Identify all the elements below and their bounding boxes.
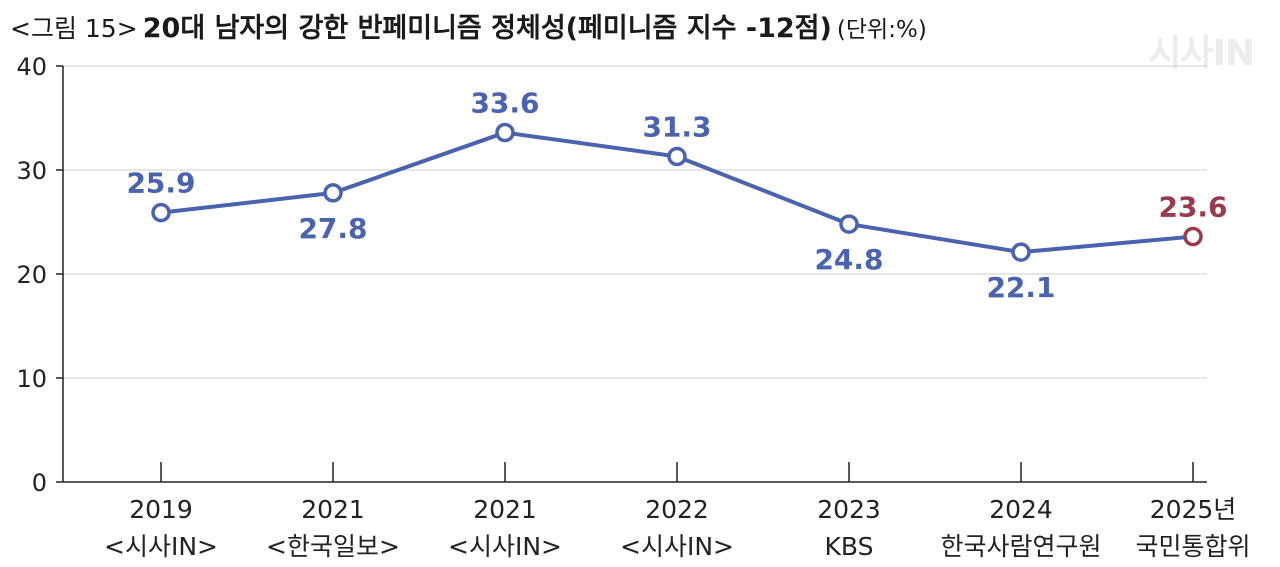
data-point xyxy=(323,183,343,203)
x-source-label: <시사IN> xyxy=(104,532,218,561)
x-tick-label: 2025년 xyxy=(1150,495,1237,524)
data-label: 25.9 xyxy=(126,167,195,200)
x-tick-label: 2024 xyxy=(989,495,1053,524)
series-line-segment xyxy=(331,130,507,195)
x-source-label: <시사IN> xyxy=(448,532,562,561)
unit-label: (단위:%) xyxy=(836,17,927,43)
data-point xyxy=(839,214,859,234)
data-label: 23.6 xyxy=(1158,191,1227,224)
y-tick-label: 10 xyxy=(16,365,47,393)
x-tick-label: 2023 xyxy=(817,495,881,524)
x-tick-label: 2019 xyxy=(129,495,193,524)
data-label: 33.6 xyxy=(470,87,539,120)
y-tick-label: 0 xyxy=(32,469,47,497)
series-line-segment xyxy=(159,190,335,215)
data-point xyxy=(667,146,687,167)
x-source-label: <시사IN> xyxy=(620,532,734,561)
x-tick-label: 2022 xyxy=(645,495,709,524)
figure-label: <그림 15> xyxy=(10,14,138,43)
x-source-label: <한국일보> xyxy=(266,532,400,561)
x-tick-label: 2021 xyxy=(301,495,365,524)
data-label: 22.1 xyxy=(986,271,1055,304)
x-source-label: 국민통합위 xyxy=(1135,532,1250,561)
series-line-segment xyxy=(847,222,1023,255)
series-line-segment xyxy=(1019,234,1195,255)
series-line-segment xyxy=(675,154,851,227)
x-tick-label: 2021 xyxy=(473,495,537,524)
data-point xyxy=(1183,226,1203,247)
data-label: 31.3 xyxy=(642,110,711,143)
watermark-logo: 시사IN xyxy=(1148,33,1255,74)
y-tick-label: 20 xyxy=(16,261,47,289)
chart-header: <그림 15> 20대 남자의 강한 반페미니즘 정체성(페미니즘 지수 -12… xyxy=(10,6,927,45)
chart-title: 20대 남자의 강한 반페미니즘 정체성(페미니즘 지수 -12점) xyxy=(142,13,832,44)
y-tick-label: 40 xyxy=(16,53,47,81)
data-label: 24.8 xyxy=(814,243,883,276)
y-tick-label: 30 xyxy=(16,157,47,185)
data-point xyxy=(495,122,515,143)
data-point xyxy=(1011,242,1031,262)
series-line-segment xyxy=(503,130,679,159)
x-source-label: 한국사람연구원 xyxy=(940,532,1101,561)
data-point xyxy=(151,202,171,223)
data-label: 27.8 xyxy=(298,212,367,245)
x-source-label: KBS xyxy=(825,532,874,561)
